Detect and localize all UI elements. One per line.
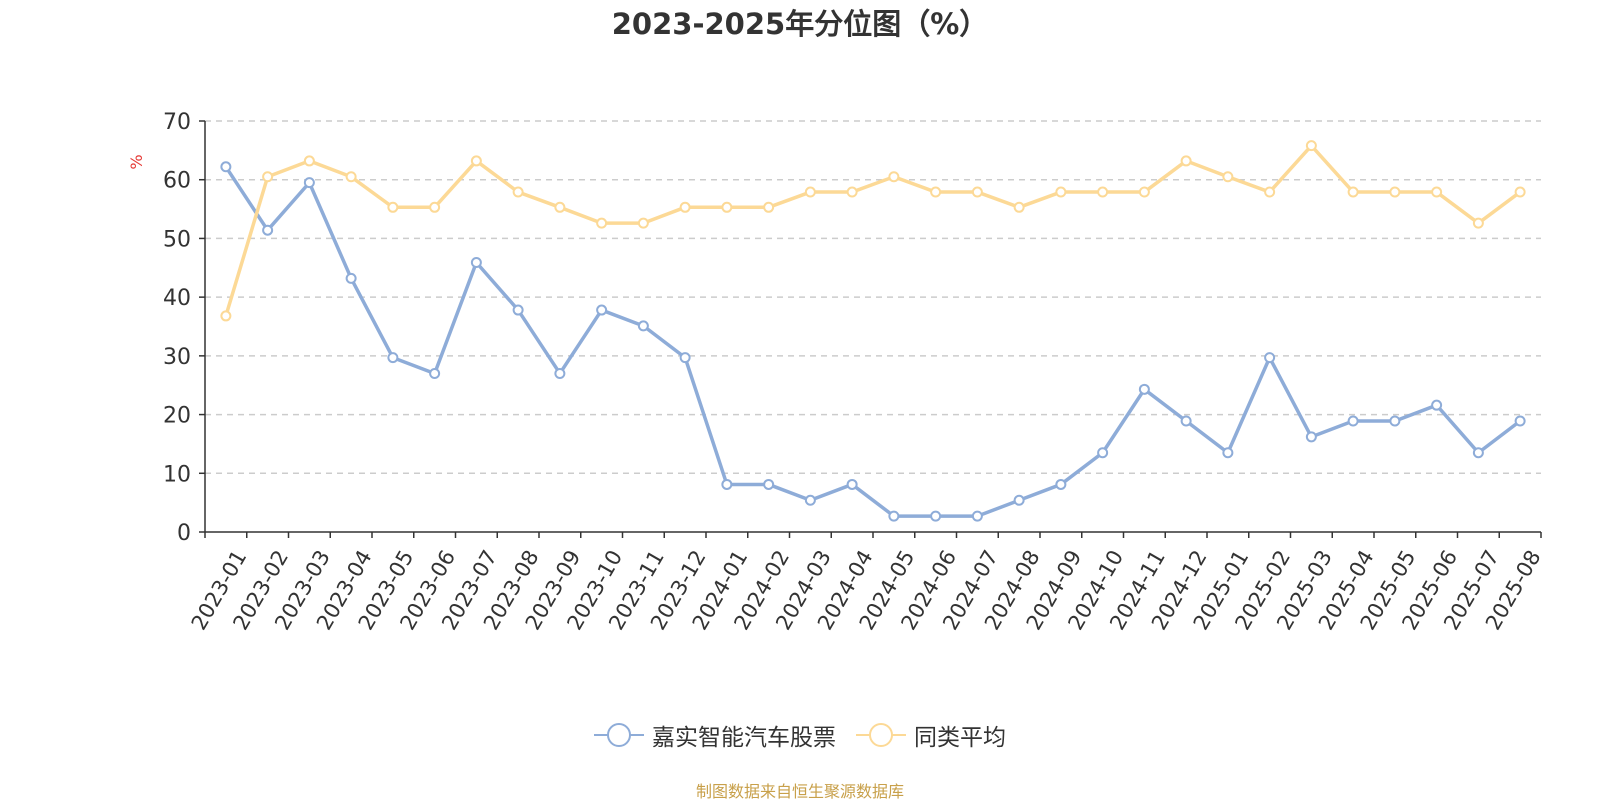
- data-point[interactable]: [763, 201, 775, 213]
- data-point[interactable]: [846, 186, 858, 198]
- y-tick-label: 40: [163, 286, 191, 311]
- data-point[interactable]: [721, 201, 733, 213]
- data-point[interactable]: [1347, 186, 1359, 198]
- data-point[interactable]: [303, 177, 315, 189]
- data-point[interactable]: [888, 171, 900, 183]
- data-point[interactable]: [512, 304, 524, 316]
- data-point[interactable]: [1347, 415, 1359, 427]
- legend-label-average: 同类平均: [914, 725, 1006, 751]
- data-point[interactable]: [1431, 186, 1443, 198]
- data-point[interactable]: [1138, 186, 1150, 198]
- data-point[interactable]: [971, 186, 983, 198]
- legend-marker-fund: [594, 722, 644, 748]
- legend-item-average[interactable]: 同类平均: [856, 718, 1006, 752]
- data-point[interactable]: [1180, 415, 1192, 427]
- data-point[interactable]: [846, 478, 858, 490]
- data-point[interactable]: [470, 155, 482, 167]
- data-point[interactable]: [387, 352, 399, 364]
- legend-marker-average: [856, 722, 906, 748]
- data-point[interactable]: [930, 186, 942, 198]
- data-point[interactable]: [1514, 415, 1526, 427]
- data-point[interactable]: [1514, 186, 1526, 198]
- data-point[interactable]: [804, 494, 816, 506]
- data-point[interactable]: [303, 155, 315, 167]
- data-point[interactable]: [596, 304, 608, 316]
- data-point[interactable]: [1055, 186, 1067, 198]
- data-point[interactable]: [679, 201, 691, 213]
- data-point[interactable]: [1138, 383, 1150, 395]
- data-point[interactable]: [1264, 186, 1276, 198]
- data-point[interactable]: [930, 510, 942, 522]
- y-axis-label: %: [127, 154, 146, 169]
- data-point[interactable]: [345, 171, 357, 183]
- data-point[interactable]: [1013, 201, 1025, 213]
- data-point[interactable]: [429, 201, 441, 213]
- source-note: 制图数据来自恒生聚源数据库: [695, 782, 904, 801]
- data-point[interactable]: [1472, 217, 1484, 229]
- legend-label-fund: 嘉实智能汽车股票: [652, 725, 836, 751]
- y-tick-label: 50: [163, 227, 191, 252]
- legend-item-fund[interactable]: 嘉实智能汽车股票: [594, 718, 836, 752]
- data-point[interactable]: [721, 478, 733, 490]
- data-point[interactable]: [971, 510, 983, 522]
- data-point[interactable]: [262, 171, 274, 183]
- data-point[interactable]: [596, 217, 608, 229]
- data-point[interactable]: [1472, 447, 1484, 459]
- legend: 嘉实智能汽车股票 同类平均: [0, 718, 1600, 752]
- data-point[interactable]: [220, 310, 232, 322]
- data-point[interactable]: [554, 201, 566, 213]
- chart-title: 2023-2025年分位图（%）: [611, 7, 989, 41]
- series-line-1: [224, 143, 1522, 318]
- data-point[interactable]: [1013, 494, 1025, 506]
- grid-lines: [205, 120, 1541, 475]
- data-point[interactable]: [1055, 478, 1067, 490]
- y-tick-label: 30: [163, 345, 191, 370]
- data-point[interactable]: [345, 272, 357, 284]
- series-lines: [220, 140, 1526, 522]
- data-point[interactable]: [1305, 140, 1317, 152]
- data-point[interactable]: [1264, 352, 1276, 364]
- data-point[interactable]: [387, 201, 399, 213]
- data-point[interactable]: [220, 161, 232, 173]
- data-point[interactable]: [1097, 447, 1109, 459]
- data-point[interactable]: [1222, 171, 1234, 183]
- data-point[interactable]: [1305, 431, 1317, 443]
- data-point[interactable]: [637, 217, 649, 229]
- data-point[interactable]: [262, 224, 274, 236]
- data-point[interactable]: [1389, 186, 1401, 198]
- y-tick-label: 0: [177, 521, 191, 546]
- data-point[interactable]: [429, 367, 441, 379]
- series-line-0: [224, 165, 1522, 518]
- data-point[interactable]: [1180, 155, 1192, 167]
- y-tick-label: 70: [163, 110, 191, 135]
- data-point[interactable]: [1222, 447, 1234, 459]
- data-point[interactable]: [637, 320, 649, 332]
- y-tick-label: 10: [163, 462, 191, 487]
- data-point[interactable]: [470, 257, 482, 269]
- data-point[interactable]: [679, 352, 691, 364]
- data-point[interactable]: [804, 186, 816, 198]
- data-point[interactable]: [1097, 186, 1109, 198]
- y-tick-label: 60: [163, 169, 191, 194]
- data-point[interactable]: [888, 510, 900, 522]
- y-tick-label: 20: [163, 404, 191, 429]
- data-point[interactable]: [1389, 415, 1401, 427]
- data-point[interactable]: [554, 367, 566, 379]
- data-point[interactable]: [763, 478, 775, 490]
- data-point[interactable]: [1431, 399, 1443, 411]
- data-point[interactable]: [512, 186, 524, 198]
